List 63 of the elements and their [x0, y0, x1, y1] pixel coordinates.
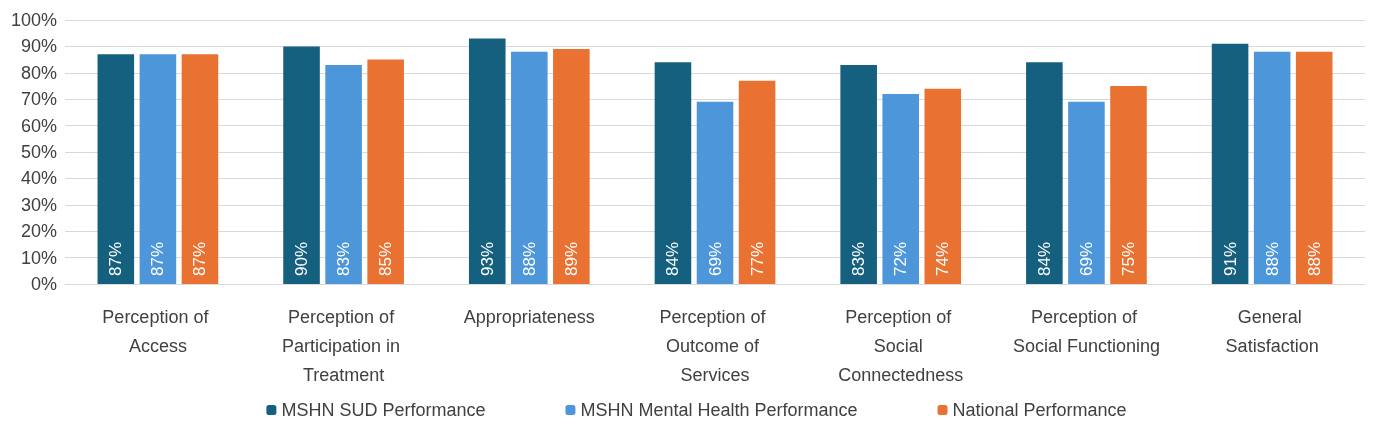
- data-label: 69%: [1076, 241, 1096, 276]
- y-tick-label: 70%: [21, 89, 58, 110]
- y-tick-label: 20%: [21, 221, 58, 242]
- data-label: 74%: [933, 241, 953, 276]
- bar: [468, 38, 506, 284]
- data-label: 69%: [705, 241, 725, 276]
- x-tick-label: Perception of Access: [102, 306, 214, 356]
- bar: [139, 54, 177, 284]
- data-label: 83%: [849, 241, 869, 276]
- x-tick-label: Appropriateness: [463, 306, 595, 327]
- y-tick-label: 80%: [21, 62, 58, 83]
- y-tick-label: 10%: [21, 247, 58, 268]
- x-tick-label: Perception of Participation in Treatment: [282, 306, 406, 385]
- bar: [738, 80, 776, 284]
- data-label: 87%: [106, 241, 126, 276]
- data-label: 91%: [1220, 241, 1240, 276]
- data-label: 75%: [1119, 241, 1138, 276]
- data-label: 88%: [1304, 241, 1324, 276]
- data-label: 84%: [1034, 241, 1054, 276]
- y-tick-label: 30%: [21, 194, 58, 215]
- bar: [181, 54, 219, 284]
- bar: [1211, 43, 1249, 284]
- x-tick-label: Perception of Social Functioning: [1012, 306, 1160, 356]
- bar: [882, 93, 920, 284]
- bar: [97, 54, 135, 284]
- y-tick-label: 50%: [21, 142, 58, 162]
- data-label: 77%: [747, 241, 767, 276]
- legend-label: MSHN SUD Performance: [281, 400, 486, 420]
- data-label: 87%: [148, 241, 168, 276]
- bar: [1068, 101, 1105, 284]
- x-tick-label: Perception of Social Connectedness: [838, 306, 964, 385]
- data-label: 84%: [663, 241, 683, 276]
- bar: [325, 64, 362, 284]
- data-label: 85%: [376, 241, 396, 276]
- bar: [367, 59, 404, 284]
- bar: [511, 51, 548, 284]
- data-label: 88%: [519, 241, 539, 276]
- bar: [696, 101, 734, 284]
- bar: [1295, 51, 1333, 284]
- y-tick-label: 40%: [21, 168, 58, 189]
- data-label: 89%: [561, 241, 581, 276]
- bar: [1110, 86, 1147, 284]
- x-tick-label: Perception of Outcome of Services: [659, 306, 771, 385]
- bar: [1253, 51, 1291, 284]
- x-tick-label: General Satisfaction: [1225, 306, 1319, 356]
- bar: [840, 64, 877, 284]
- data-label: 90%: [292, 241, 312, 276]
- bar: [654, 62, 692, 284]
- bar: [553, 49, 590, 284]
- bar: [1026, 62, 1063, 284]
- data-label: 83%: [334, 241, 354, 276]
- y-tick-label: 0%: [31, 274, 58, 294]
- data-label: 72%: [891, 241, 911, 276]
- bar: [283, 46, 320, 284]
- data-label: 93%: [477, 241, 497, 276]
- y-tick-label: 90%: [21, 36, 58, 57]
- data-label: 88%: [1262, 241, 1282, 276]
- y-tick-label: 100%: [10, 10, 58, 30]
- y-tick-label: 60%: [21, 115, 58, 136]
- bar: [924, 88, 962, 284]
- legend-label: MSHN Mental Health Performance: [580, 400, 858, 420]
- data-label: 87%: [190, 241, 210, 276]
- legend-label: National Performance: [952, 400, 1127, 420]
